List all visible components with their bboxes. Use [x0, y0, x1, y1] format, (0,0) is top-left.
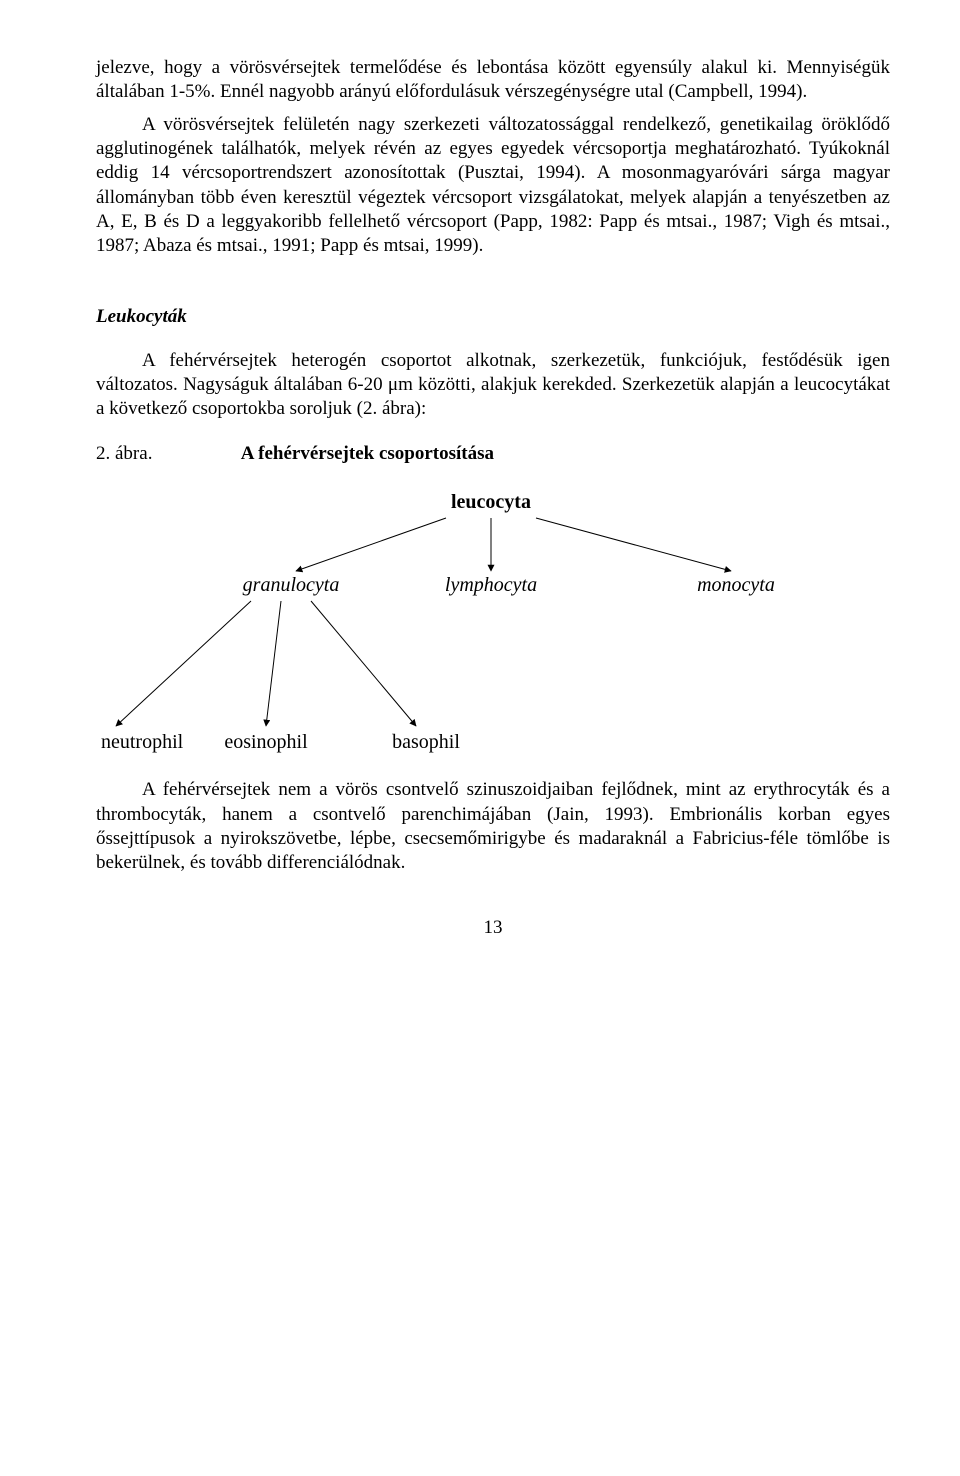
diagram-node-basophil: basophil [392, 731, 460, 753]
figure-title: A fehérvérsejtek csoportosítása [241, 443, 494, 464]
page-number: 13 [96, 916, 890, 940]
paragraph-1: jelezve, hogy a vörösvérsejtek termelődé… [96, 56, 890, 105]
diagram-edge-granulocyta-neutrophil [116, 601, 251, 726]
diagram-edge-granulocyta-eosinophil [266, 601, 281, 726]
diagram-node-root: leucocyta [451, 491, 531, 513]
figure-label: 2. ábra. [96, 442, 236, 466]
section-heading-leukocytak: Leukocyták [96, 305, 890, 329]
paragraph-2: A vörösvérsejtek felületén nagy szerkeze… [96, 113, 890, 259]
leucocyte-tree-diagram: leucocyta granulocyta lymphocyta monocyt… [96, 486, 890, 778]
diagram-node-neutrophil: neutrophil [101, 731, 184, 753]
diagram-edge-root-granulocyta [296, 518, 446, 571]
diagram-node-lymphocyta: lymphocyta [445, 574, 537, 596]
paragraph-3: A fehérvérsejtek heterogén csoportot alk… [96, 349, 890, 422]
diagram-node-granulocyta: granulocyta [243, 574, 340, 596]
diagram-edge-root-monocyta [536, 518, 731, 571]
paragraph-4: A fehérvérsejtek nem a vörös csontvelő s… [96, 778, 890, 875]
figure-caption: 2. ábra. A fehérvérsejtek csoportosítása [96, 442, 890, 466]
diagram-node-eosinophil: eosinophil [224, 731, 308, 753]
diagram-edge-granulocyta-basophil [311, 601, 416, 726]
diagram-node-monocyta: monocyta [697, 574, 775, 596]
